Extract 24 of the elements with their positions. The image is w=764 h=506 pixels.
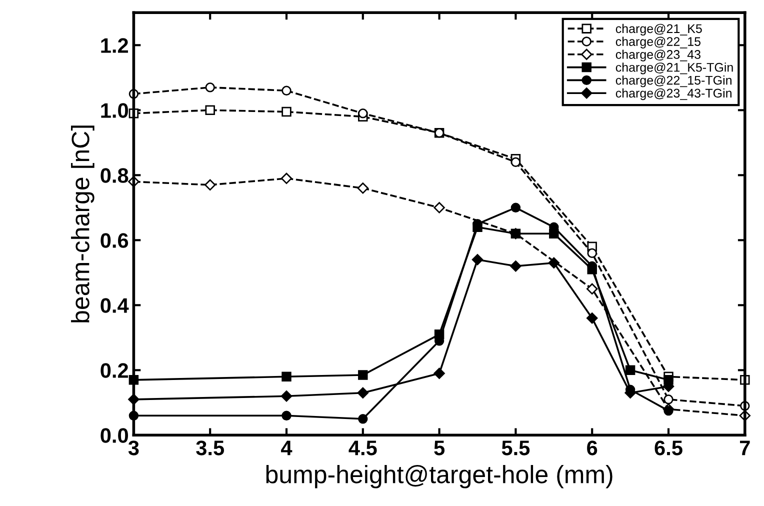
y-tick-label: 0.6	[100, 233, 128, 248]
y-tick-label: 1.0	[101, 103, 128, 118]
y-tick-label: 0.4	[100, 298, 129, 313]
y-axis-title: beam-charge [nC]	[71, 126, 94, 322]
x-tick-label: 3.5	[196, 440, 224, 456]
legend-label: charge@21_K5-TGin	[616, 62, 733, 74]
y-tick-label: 1.2	[101, 38, 128, 53]
legend-label: charge@23_43	[616, 50, 700, 62]
legend-label: charge@23_43-TGin	[616, 88, 732, 100]
y-tick-label: 0.0	[100, 428, 128, 443]
x-tick-label: 3	[128, 440, 139, 456]
legend-label: charge@22_15	[616, 36, 700, 48]
x-tick-label: 6.5	[654, 440, 682, 456]
x-axis-title: bump-height@target-hole (mm)	[266, 464, 612, 488]
x-tick-label: 5	[434, 440, 445, 456]
legend-label: charge@21_K5	[616, 24, 702, 36]
x-tick-label: 4	[281, 440, 292, 456]
x-tick-label: 4.5	[348, 440, 377, 456]
y-tick-label: 0.2	[100, 363, 128, 378]
x-tick-label: 5.5	[502, 440, 530, 456]
y-tick-label: 0.8	[100, 168, 128, 183]
legend-label: charge@22_15-TGin	[616, 76, 732, 88]
x-tick-label: 6	[587, 440, 598, 456]
x-tick-label: 7	[740, 440, 750, 456]
